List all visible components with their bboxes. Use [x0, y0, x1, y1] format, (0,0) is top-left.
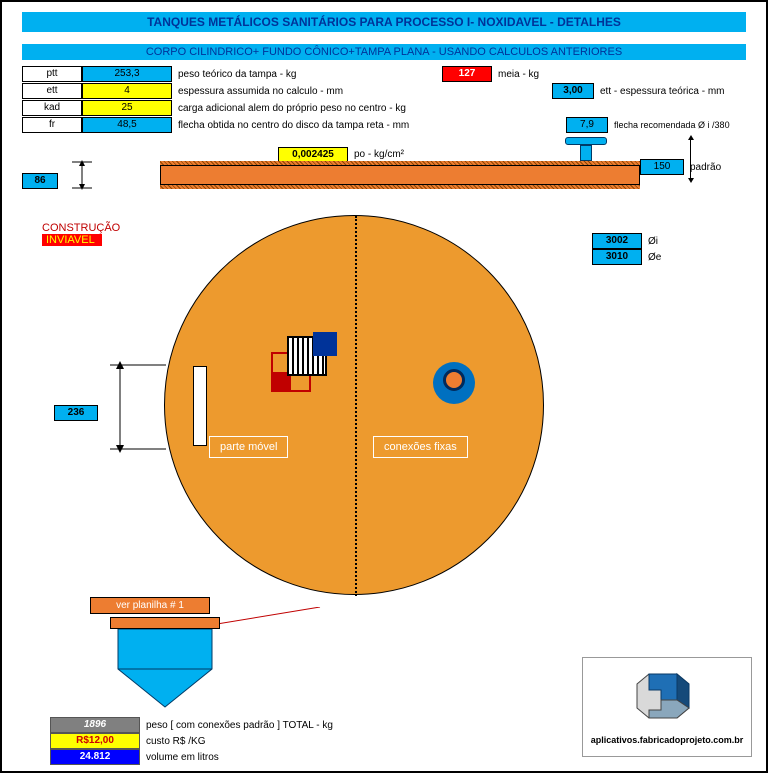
param-value: 253,3: [82, 66, 172, 82]
meia-label: meia - kg: [498, 69, 539, 80]
meia-value: 127: [442, 66, 492, 82]
ett2-value: 3,00: [552, 83, 594, 99]
oe-label: Øe: [648, 252, 661, 263]
lid-hatch: [160, 185, 640, 189]
total-peso-label: peso [ com conexões padrão ] TOTAL - kg: [146, 720, 333, 731]
top-fitting-icon: [565, 137, 607, 161]
opening-rect: [193, 366, 207, 446]
status-block: CONSTRUÇÃO INVIAVEL: [42, 222, 120, 246]
dim-line-150: [690, 137, 691, 181]
total-custo-label: custo R$ /KG: [146, 736, 205, 747]
logo-box: aplicativos.fabricadoprojeto.com.br: [582, 657, 752, 757]
po-unit: po - kg/cm²: [354, 149, 404, 160]
totals-block: 1896 peso [ com conexões padrão ] TOTAL …: [50, 717, 333, 765]
total-peso: 1896: [50, 717, 140, 733]
tank-diagram: 0,002425 po - kg/cm² 150 padrão: [22, 137, 742, 737]
param-desc: flecha obtida no centro do disco da tamp…: [178, 120, 409, 131]
dim-86: 86: [22, 173, 58, 189]
total-vol-label: volume em litros: [146, 752, 219, 763]
param-row-kad: kad 25 carga adicional alem do próprio p…: [22, 100, 746, 116]
param-label: kad: [22, 100, 82, 116]
center-line: [355, 216, 357, 596]
oi-value: 3002: [592, 233, 642, 249]
circle-label-right: conexões fixas: [373, 436, 468, 458]
padrao-label: padrão: [690, 162, 721, 173]
logo-icon: [631, 666, 703, 724]
oe-value: 3010: [592, 249, 642, 265]
dim-arrow-86: [72, 161, 92, 189]
main-title: TANQUES METÁLICOS SANITÁRIOS PARA PROCES…: [147, 15, 621, 29]
total-custo: R$12,00: [50, 733, 140, 749]
status-line2: INVIAVEL: [42, 234, 102, 246]
flecha-value: 7,9: [566, 117, 608, 133]
param-label: ptt: [22, 66, 82, 82]
subtitle-bar: CORPO CILINDRICO+ FUNDO CÔNICO+TAMPA PLA…: [22, 44, 746, 60]
total-vol: 24.812: [50, 749, 140, 765]
padrao-value: 150: [640, 159, 684, 175]
param-desc: peso teórico da tampa - kg: [178, 69, 296, 80]
param-value: 48,5: [82, 117, 172, 133]
status-line1: CONSTRUÇÃO: [42, 222, 120, 234]
ett2-label: ett - espessura teórica - mm: [600, 86, 724, 97]
param-label: ett: [22, 83, 82, 99]
tank-top-view: parte móvel conexões fixas: [164, 215, 544, 595]
flecha-label: flecha recomendada Ø i /380: [614, 120, 730, 130]
param-desc: espessura assumida no calculo - mm: [178, 86, 343, 97]
funnel-drawing: [110, 617, 220, 712]
circle-label-left: parte móvel: [209, 436, 288, 458]
subtitle: CORPO CILINDRICO+ FUNDO CÔNICO+TAMPA PLA…: [146, 46, 622, 58]
dim-236: 236: [54, 405, 98, 421]
main-title-bar: TANQUES METÁLICOS SANITÁRIOS PARA PROCES…: [22, 12, 746, 32]
dim-arrow-236: [110, 357, 166, 460]
oi-label: Øi: [648, 236, 658, 247]
param-label: fr: [22, 117, 82, 133]
logo-url: aplicativos.fabricadoprojeto.com.br: [583, 735, 751, 745]
param-value: 4: [82, 83, 172, 99]
lid-hatch-top: [160, 161, 640, 165]
param-desc: carga adicional alem do próprio peso no …: [178, 103, 406, 114]
param-row-ptt: ptt 253,3 peso teórico da tampa - kg: [22, 66, 746, 82]
worksheet-page: TANQUES METÁLICOS SANITÁRIOS PARA PROCES…: [0, 0, 768, 773]
lid-rect: [160, 165, 640, 185]
param-value: 25: [82, 100, 172, 116]
ring-fitting-icon: [433, 362, 475, 404]
